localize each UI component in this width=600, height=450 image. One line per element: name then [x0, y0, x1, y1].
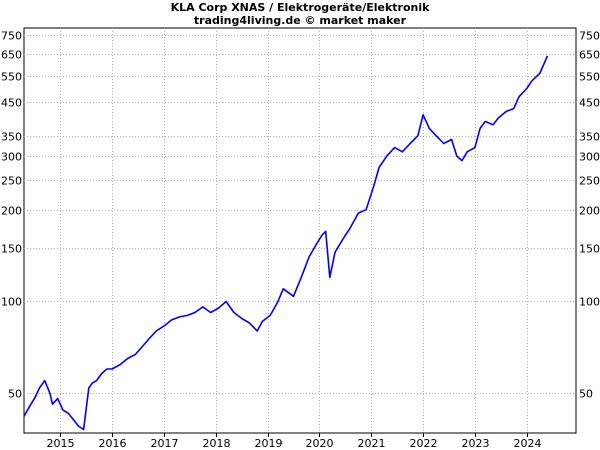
x-tick-label: 2020: [306, 437, 334, 450]
x-tick-label: 2017: [151, 437, 179, 450]
y-tick-label-right: 450: [579, 97, 600, 110]
y-tick-label-right: 200: [579, 205, 600, 218]
x-tick-label: 2024: [514, 437, 542, 450]
y-tick-label-left: 100: [1, 296, 22, 309]
y-tick-label-right: 150: [579, 243, 600, 256]
y-tick-label-right: 550: [579, 71, 600, 84]
y-tick-label-left: 250: [1, 175, 22, 188]
x-tick-label: 2016: [99, 437, 127, 450]
x-tick-label: 2018: [203, 437, 231, 450]
y-tick-label-left: 650: [1, 49, 22, 62]
y-tick-label-left: 50: [8, 388, 22, 401]
chart-subtitle: trading4living.de © market maker: [193, 14, 407, 27]
y-tick-label-right: 750: [579, 30, 600, 43]
y-tick-label-right: 250: [579, 175, 600, 188]
y-tick-label-left: 150: [1, 243, 22, 256]
y-tick-label-right: 650: [579, 49, 600, 62]
price-line: [23, 55, 549, 431]
y-tick-label-left: 750: [1, 30, 22, 43]
x-tick-label: 2015: [47, 437, 75, 450]
y-tick-label-left: 200: [1, 205, 22, 218]
y-tick-label-right: 350: [579, 131, 600, 144]
x-tick-label: 2021: [358, 437, 386, 450]
x-tick-label: 2023: [462, 437, 490, 450]
x-tick-label: 2019: [255, 437, 283, 450]
chart-title: KLA Corp XNAS / Elektrogeräte/Elektronik: [170, 1, 430, 14]
y-tick-label-left: 350: [1, 131, 22, 144]
y-tick-label-left: 450: [1, 97, 22, 110]
y-tick-label-right: 50: [579, 388, 593, 401]
y-tick-label-right: 300: [579, 151, 600, 164]
y-tick-label-left: 300: [1, 151, 22, 164]
plot-area: [23, 27, 577, 434]
y-tick-label-right: 100: [579, 296, 600, 309]
x-tick-label: 2022: [410, 437, 438, 450]
y-tick-label-left: 550: [1, 71, 22, 84]
